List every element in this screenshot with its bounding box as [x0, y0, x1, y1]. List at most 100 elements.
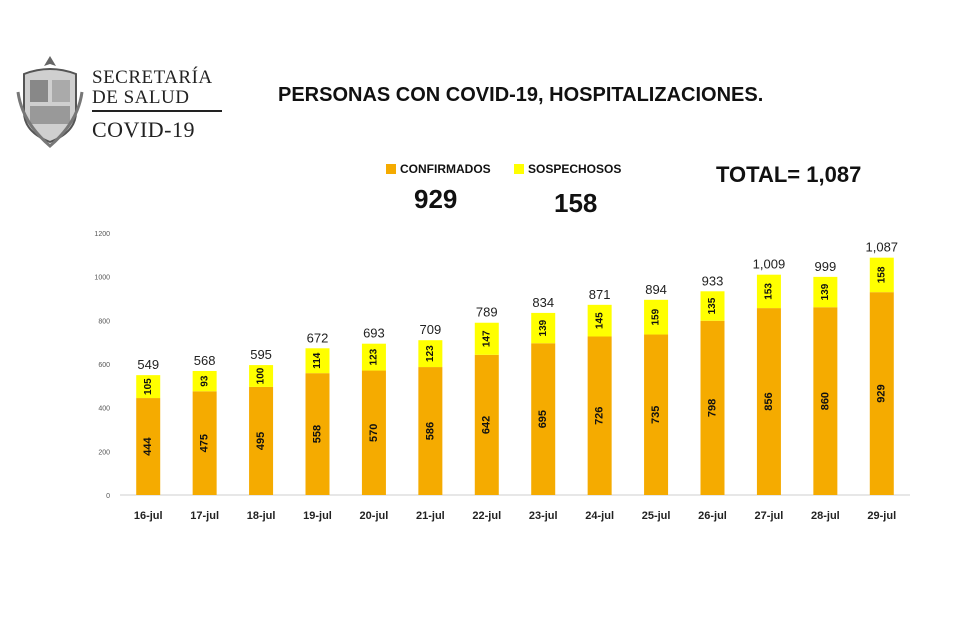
coat-of-arms-icon [14, 52, 86, 152]
data-label-sospechosos: 145 [594, 312, 605, 329]
bar-confirmados [813, 307, 838, 495]
bar-confirmados [531, 343, 556, 495]
x-tick-label: 16-jul [134, 510, 163, 522]
data-label-total: 871 [589, 287, 611, 302]
data-label-total: 1,009 [753, 257, 786, 272]
bar-confirmados [700, 320, 725, 495]
data-label-sospechosos: 139 [820, 283, 831, 300]
x-tick-label: 29-jul [867, 510, 896, 522]
x-tick-label: 21-jul [416, 510, 445, 522]
bar-sospechosos [644, 299, 669, 335]
bar-sospechosos [474, 322, 499, 355]
y-tick-label: 0 [106, 493, 110, 500]
x-tick-label: 17-jul [190, 510, 219, 522]
data-label-sospechosos: 139 [538, 319, 549, 336]
data-label-sospechosos: 159 [651, 308, 662, 325]
x-tick-label: 28-jul [811, 510, 840, 522]
data-label-confirmados: 695 [537, 410, 549, 428]
bar-sospechosos [136, 375, 161, 399]
bar-sospechosos [531, 312, 556, 344]
org-line-3: COVID-19 [92, 117, 195, 142]
data-label-confirmados: 475 [199, 434, 211, 452]
x-tick-label: 23-jul [529, 510, 558, 522]
data-label-confirmados: 444 [142, 436, 154, 455]
x-tick-label: 24-jul [585, 510, 614, 522]
data-label-sospechosos: 135 [707, 297, 718, 314]
bar-confirmados [361, 370, 386, 495]
data-label-sospechosos: 158 [876, 266, 887, 283]
data-label-total: 789 [476, 305, 498, 320]
data-label-confirmados: 558 [311, 425, 323, 443]
data-label-confirmados: 642 [481, 416, 493, 434]
data-label-total: 894 [645, 282, 667, 297]
bar-sospechosos [700, 291, 725, 321]
bar-confirmados [136, 398, 161, 495]
page-title: PERSONAS CON COVID-19, HOSPITALIZACIONES… [278, 84, 764, 106]
data-label-total: 549 [137, 357, 159, 372]
y-tick-label: 600 [98, 362, 110, 369]
data-label-confirmados: 860 [819, 392, 831, 410]
x-tick-label: 25-jul [642, 510, 671, 522]
total-count: TOTAL= 1,087 [716, 162, 862, 187]
bar-sospechosos [249, 365, 274, 387]
bar-sospechosos [418, 340, 443, 368]
bar-confirmados [249, 386, 274, 495]
data-label-sospechosos: 153 [764, 283, 775, 300]
legend-label-confirmados: CONFIRMADOS [400, 162, 491, 176]
bar-sospechosos [361, 343, 386, 371]
bar-sospechosos [192, 370, 217, 392]
data-label-confirmados: 856 [763, 392, 775, 410]
bar-confirmados [418, 367, 443, 495]
org-line-2: DE SALUD [92, 88, 222, 112]
legend-sospechosos: SOSPECHOSOS [514, 162, 621, 176]
y-tick-label: 1000 [94, 275, 110, 282]
data-label-total: 933 [702, 273, 724, 288]
bar-confirmados [305, 373, 330, 495]
y-tick-label: 400 [98, 406, 110, 413]
bar-sospechosos [813, 276, 838, 308]
data-label-sospechosos: 147 [481, 330, 492, 347]
bar-confirmados [474, 354, 499, 495]
bar-confirmados [869, 292, 894, 495]
legend-confirmados: CONFIRMADOS [386, 162, 491, 176]
data-label-total: 595 [250, 347, 272, 362]
data-label-total: 999 [815, 259, 837, 274]
data-label-sospechosos: 123 [369, 348, 380, 365]
y-tick-label: 1200 [94, 231, 110, 238]
data-label-total: 834 [532, 295, 554, 310]
data-label-total: 1,087 [866, 240, 899, 255]
bar-sospechosos [756, 274, 781, 309]
sospechosos-count: 158 [554, 188, 598, 218]
data-label-sospechosos: 105 [143, 378, 154, 395]
bar-sospechosos [305, 348, 330, 374]
x-tick-label: 19-jul [303, 510, 332, 522]
legend-swatch-sospechosos [514, 164, 524, 174]
bar-confirmados [587, 336, 612, 495]
bar-confirmados [756, 308, 781, 495]
data-label-sospechosos: 114 [312, 352, 323, 369]
data-label-confirmados: 495 [255, 432, 267, 450]
x-tick-label: 20-jul [360, 510, 389, 522]
data-label-confirmados: 726 [594, 407, 606, 425]
data-label-sospechosos: 93 [199, 375, 210, 387]
confirmados-count: 929 [414, 184, 458, 214]
org-line-1: SECRETARÍA [92, 67, 213, 88]
x-tick-label: 18-jul [247, 510, 276, 522]
data-label-sospechosos: 123 [425, 345, 436, 362]
bar-confirmados [192, 391, 217, 495]
data-label-confirmados: 570 [368, 424, 380, 442]
bar-sospechosos [587, 304, 612, 337]
x-tick-label: 27-jul [755, 510, 784, 522]
data-label-confirmados: 735 [650, 406, 662, 424]
stacked-bar-chart: 0 200 400 600 800 1000 1200 444 105 549 16-jul 475 9… [94, 231, 910, 522]
data-label-sospechosos: 100 [256, 367, 267, 384]
data-label-total: 693 [363, 326, 385, 341]
x-tick-label: 22-jul [472, 510, 501, 522]
data-label-confirmados: 929 [876, 384, 888, 402]
bar-sospechosos [869, 257, 894, 293]
data-label-total: 672 [307, 330, 329, 345]
legend-label-sospechosos: SOSPECHOSOS [528, 162, 622, 176]
legend-swatch-confirmados [386, 164, 396, 174]
bar-confirmados [644, 334, 669, 495]
data-label-confirmados: 798 [706, 399, 718, 417]
